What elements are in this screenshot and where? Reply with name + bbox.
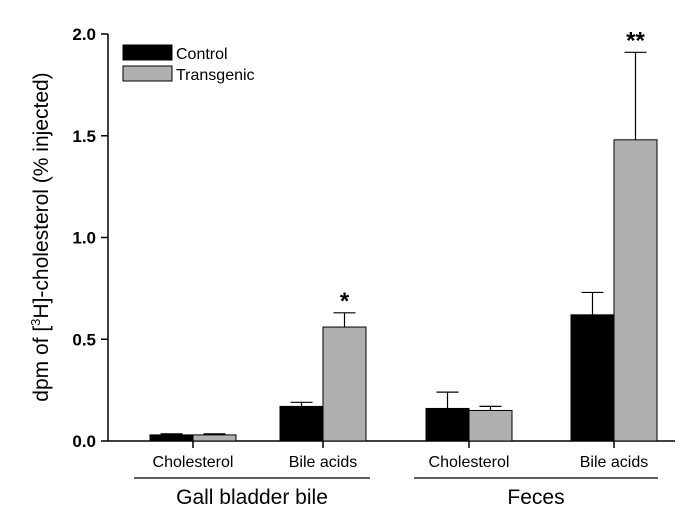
group-labels: Gall bladder bile Feces <box>134 477 658 509</box>
significance-marker: * <box>340 288 350 315</box>
x-category-label: Bile acids <box>580 454 648 471</box>
y-tick-label: 1.0 <box>72 229 96 248</box>
legend-label-transgenic: Transgenic <box>176 67 255 84</box>
legend: Control Transgenic <box>122 44 255 84</box>
y-ticks: 0.0 0.5 1.0 1.5 2.0 <box>72 25 108 451</box>
y-axis-label-part1: dpm of [ <box>30 326 53 402</box>
bar-transgenic-1 <box>322 326 367 442</box>
bar-control-2 <box>425 407 470 442</box>
bar-transgenic-2 <box>468 409 513 442</box>
y-axis-label-superscript: 3 <box>28 319 43 326</box>
bar-transgenic-0 <box>192 434 237 442</box>
bars <box>149 139 658 442</box>
bar-control-3 <box>570 314 615 442</box>
error-bars <box>160 51 647 435</box>
y-tick-label: 1.5 <box>72 127 96 146</box>
significance-annotations: *** <box>340 27 646 314</box>
x-category-labels: Cholesterol Bile acids Cholesterol Bile aci… <box>153 441 648 471</box>
y-axis-label: dpm of [3H]-cholesterol (% injected) <box>28 72 53 401</box>
group-label: Feces <box>507 486 564 509</box>
significance-marker: ** <box>626 27 645 54</box>
x-category-label: Cholesterol <box>153 454 234 471</box>
legend-label-control: Control <box>176 46 228 63</box>
y-tick-label: 2.0 <box>72 25 96 44</box>
bar-transgenic-3 <box>613 139 658 442</box>
y-axis-label-part2: H]-cholesterol (% injected) <box>30 72 53 318</box>
legend-swatch-control <box>122 44 173 61</box>
bar-control-0 <box>149 434 194 442</box>
y-tick-label: 0.0 <box>72 432 96 451</box>
bar-control-1 <box>279 405 324 442</box>
x-category-label: Cholesterol <box>429 454 510 471</box>
group-label: Gall bladder bile <box>176 486 328 509</box>
y-tick-label: 0.5 <box>72 330 96 349</box>
x-category-label: Bile acids <box>289 454 357 471</box>
legend-swatch-transgenic <box>122 65 173 82</box>
